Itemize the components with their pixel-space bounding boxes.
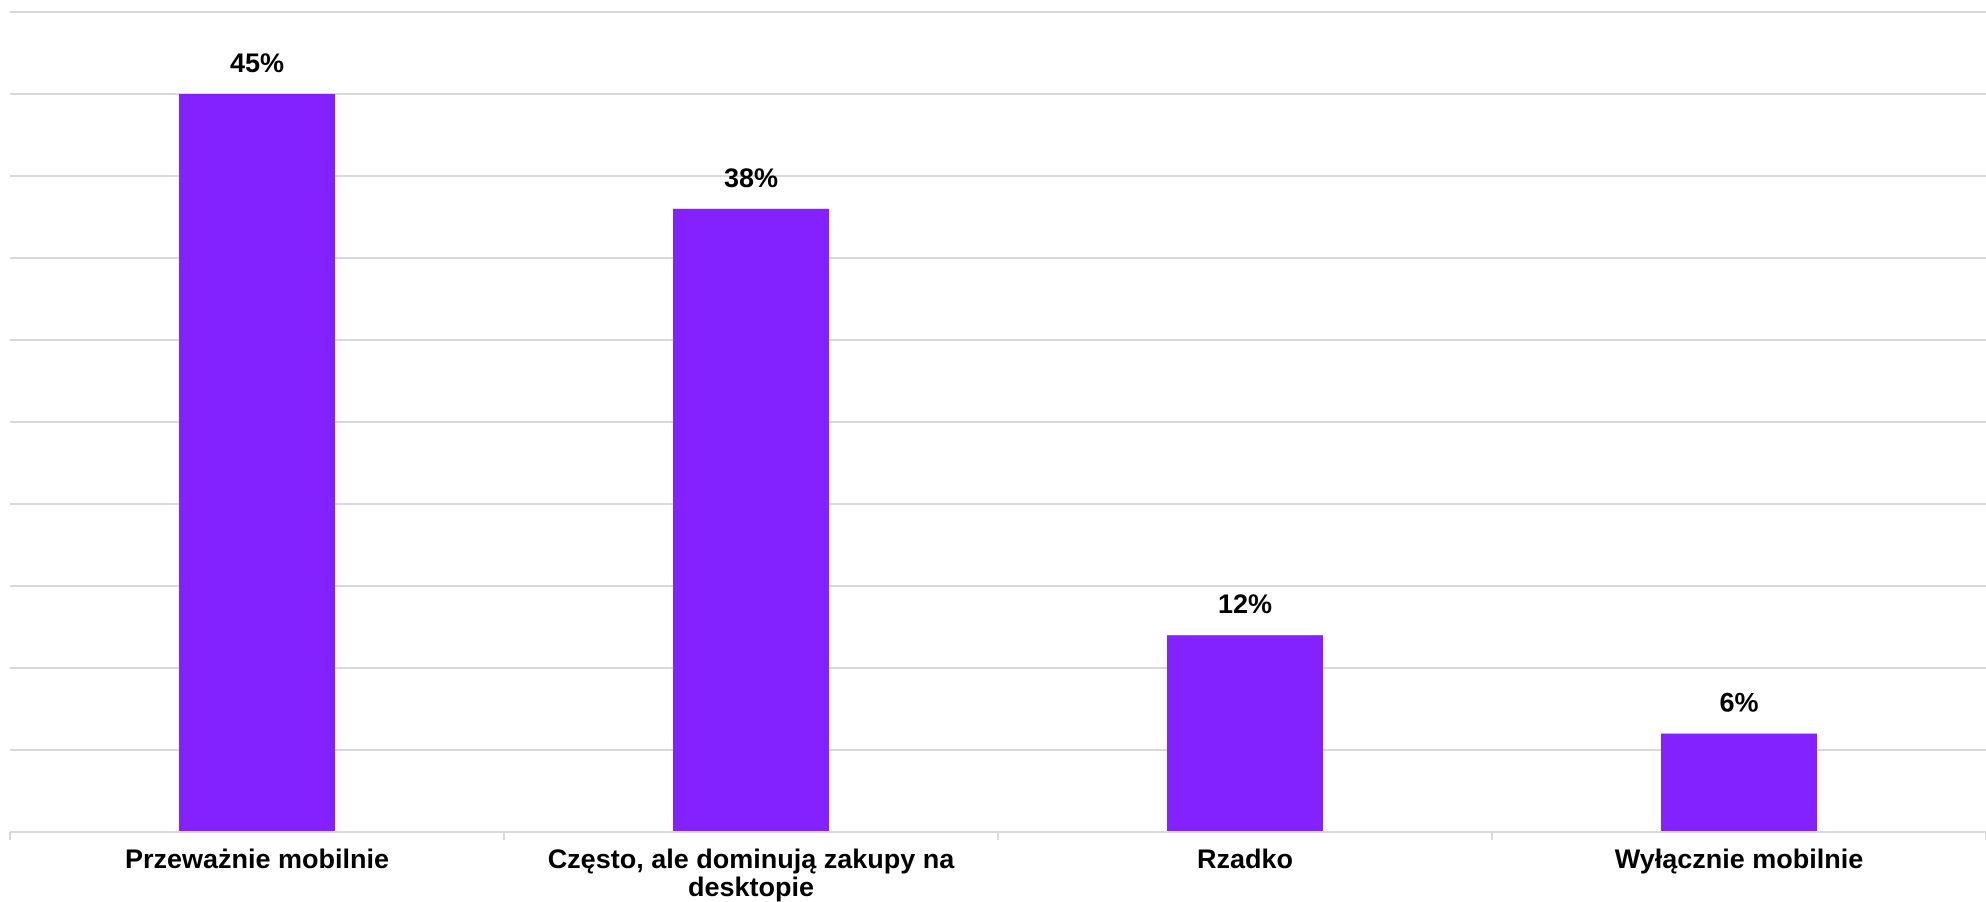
category-label: Przeważnie mobilnie — [125, 844, 389, 874]
category-label-line: Często, ale dominują zakupy na — [548, 844, 956, 874]
category-label-line: Rzadko — [1197, 844, 1293, 874]
category-label: Rzadko — [1197, 844, 1293, 874]
category-label-line: desktopie — [688, 872, 814, 902]
data-label: 12% — [1218, 589, 1272, 619]
bar — [179, 94, 335, 832]
data-label: 45% — [230, 48, 284, 78]
bar — [1661, 733, 1817, 832]
x-axis — [9, 831, 1986, 840]
data-label: 38% — [724, 163, 778, 193]
bar — [673, 208, 829, 833]
bars — [179, 94, 1817, 833]
category-label-line: Przeważnie mobilnie — [125, 844, 389, 874]
category-label: Często, ale dominują zakupy na desktopie — [548, 844, 956, 902]
category-labels: Przeważnie mobilnie Często, ale dominują … — [125, 844, 1863, 902]
data-label: 6% — [1719, 688, 1758, 718]
gridlines — [10, 11, 1986, 751]
data-labels: 45% 38% 12% 6% — [230, 48, 1759, 718]
category-label-line: Wyłącznie mobilnie — [1615, 844, 1864, 874]
category-label: Wyłącznie mobilnie — [1615, 844, 1864, 874]
bar — [1167, 635, 1323, 832]
